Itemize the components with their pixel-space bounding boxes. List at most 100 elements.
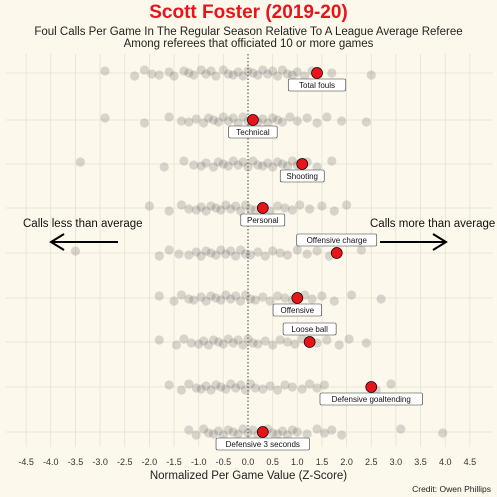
referee-point <box>290 339 300 349</box>
referee-point <box>216 382 226 392</box>
referee-point <box>327 156 337 166</box>
point-label: Offensive charge <box>296 233 378 247</box>
referee-point <box>154 291 164 301</box>
referee-point <box>228 113 238 123</box>
referee-point <box>282 250 293 260</box>
referee-point <box>236 245 246 255</box>
point-label: Defensive 3 seconds <box>215 437 310 451</box>
referee-point <box>139 118 150 128</box>
chart-subtitle-2: Among referees that officiated 10 or mor… <box>123 38 374 50</box>
referee-point <box>248 425 258 435</box>
referee-point <box>154 335 164 345</box>
referee-point <box>196 161 206 171</box>
referee-point <box>216 295 226 305</box>
referee-point <box>287 70 297 80</box>
referee-point <box>236 380 246 390</box>
referee-point <box>201 381 211 391</box>
referee-point <box>337 116 347 126</box>
referee-point <box>295 200 305 210</box>
referee-point <box>231 251 241 261</box>
referee-point <box>342 200 352 210</box>
referee-point <box>191 114 201 124</box>
x-tick-label: -3.5 <box>68 457 84 467</box>
referee-point <box>243 66 253 76</box>
referee-point <box>327 425 337 435</box>
referee-point <box>199 118 209 128</box>
referee-point <box>208 335 219 345</box>
referee-point <box>75 157 85 167</box>
referee-point <box>218 159 228 169</box>
referee-point <box>206 201 216 211</box>
point-label-box <box>272 303 322 317</box>
x-tick-label: -4.5 <box>18 457 34 467</box>
x-tick-label: 4.0 <box>439 457 452 467</box>
referee-point <box>307 294 317 304</box>
x-tick-label: -1.0 <box>191 457 207 467</box>
referee-point <box>275 248 285 258</box>
referee-point <box>272 157 283 167</box>
referee-point <box>196 65 206 75</box>
referee-point <box>201 158 211 168</box>
referee-point <box>396 424 406 434</box>
referee-point <box>196 384 206 394</box>
referee-point <box>216 245 226 255</box>
referee-point <box>248 338 258 348</box>
referee-point <box>272 71 283 81</box>
referee-point <box>184 117 194 127</box>
referee-point <box>277 117 288 127</box>
referee-point <box>263 69 273 79</box>
referee-point <box>203 340 214 350</box>
referee-point <box>376 294 386 304</box>
point-label: Loose ball <box>282 322 337 336</box>
referee-point <box>206 385 216 395</box>
referee-point <box>243 334 253 344</box>
referee-point <box>233 429 243 439</box>
referee-point <box>238 424 248 434</box>
referee-point <box>243 428 253 438</box>
referee-point <box>253 70 263 80</box>
referee-point <box>280 380 290 390</box>
x-tick-label: -3.0 <box>92 457 108 467</box>
referee-point <box>218 112 228 122</box>
highlight-point <box>330 247 343 259</box>
referee-point <box>194 339 204 349</box>
referee-point <box>272 385 283 395</box>
referee-point <box>305 204 315 214</box>
x-tick-label: -0.5 <box>216 457 232 467</box>
x-tick-label: -2.5 <box>117 457 133 467</box>
referee-point <box>322 335 332 345</box>
point-label: Total fouls <box>287 78 347 92</box>
referee-point <box>174 249 184 259</box>
referee-point <box>226 294 236 304</box>
referee-point <box>176 200 187 210</box>
referee-point <box>277 159 288 169</box>
referee-point <box>201 296 211 306</box>
point-labels: Total fouls Technical Shooting Personal Offe… <box>215 78 423 451</box>
referee-point <box>203 113 214 123</box>
referee-point <box>282 430 293 440</box>
point-label-text: Offensive charge <box>307 236 368 245</box>
referee-point <box>292 116 302 126</box>
referee-point <box>221 384 231 394</box>
highlight-point <box>256 202 269 214</box>
referee-point <box>268 113 278 123</box>
left-annotation: Calls less than average <box>23 218 143 230</box>
referee-point <box>223 116 233 126</box>
arrows <box>49 233 448 251</box>
referee-point <box>159 162 169 172</box>
referee-point <box>130 71 140 81</box>
referee-point <box>245 294 256 304</box>
referee-point <box>223 69 233 79</box>
referee-point <box>236 296 246 306</box>
x-tick-label: 0.0 <box>242 457 255 467</box>
referee-point <box>218 65 228 75</box>
referee-point <box>223 334 233 344</box>
right-arrow-head <box>432 233 448 251</box>
referee-point <box>302 429 312 439</box>
referee-point <box>356 245 366 255</box>
referee-point <box>268 246 278 256</box>
referee-point <box>300 71 310 81</box>
referee-point <box>334 340 344 350</box>
referee-point <box>196 292 206 302</box>
